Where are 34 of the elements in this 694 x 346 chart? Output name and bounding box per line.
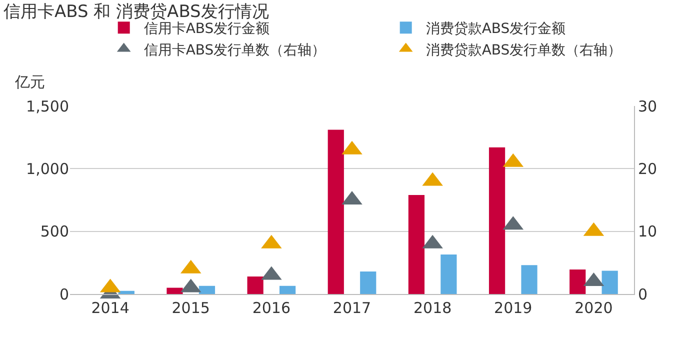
y-tick-label: 1,000 <box>26 160 69 178</box>
bar <box>488 147 506 294</box>
x-tick-label: 2015 <box>172 299 210 317</box>
bar <box>328 130 344 294</box>
y-tick-label: 1,500 <box>26 97 69 116</box>
legend-label: 消费贷款ABS发行单数（右轴） <box>426 42 622 58</box>
y-tick-label: 0 <box>59 285 69 304</box>
x-tick-label: 2017 <box>332 299 372 317</box>
bar <box>118 290 134 294</box>
bar <box>247 276 264 294</box>
x-tick-label: 2019 <box>494 299 532 317</box>
bar <box>279 286 296 294</box>
bar <box>198 286 216 294</box>
legend-label: 信用卡ABS发行单数（右轴） <box>144 42 326 58</box>
y2-tick-label: 0 <box>638 285 648 304</box>
y-axis-title: 亿元 <box>14 73 45 91</box>
bar <box>408 194 425 294</box>
bar <box>602 270 618 294</box>
x-tick-label: 2018 <box>413 299 452 317</box>
y-tick-label: 500 <box>40 222 69 241</box>
y2-tick-label: 30 <box>638 97 658 116</box>
bar <box>360 271 376 294</box>
bar <box>166 288 183 294</box>
y2-tick-label: 20 <box>638 160 658 178</box>
bar <box>570 270 586 294</box>
chart-title: 信用卡ABS 和 消费贷ABS发行情况 <box>3 2 269 22</box>
legend-label: 消费贷款ABS发行金额 <box>426 21 566 38</box>
bar <box>521 265 538 294</box>
x-tick-label: 2020 <box>574 299 613 317</box>
y2-tick-label: 10 <box>638 222 658 241</box>
legend-label: 信用卡ABS发行金额 <box>144 21 270 38</box>
x-tick-label: 2014 <box>91 299 130 317</box>
x-tick-label: 2016 <box>252 299 291 317</box>
bar <box>440 254 457 294</box>
